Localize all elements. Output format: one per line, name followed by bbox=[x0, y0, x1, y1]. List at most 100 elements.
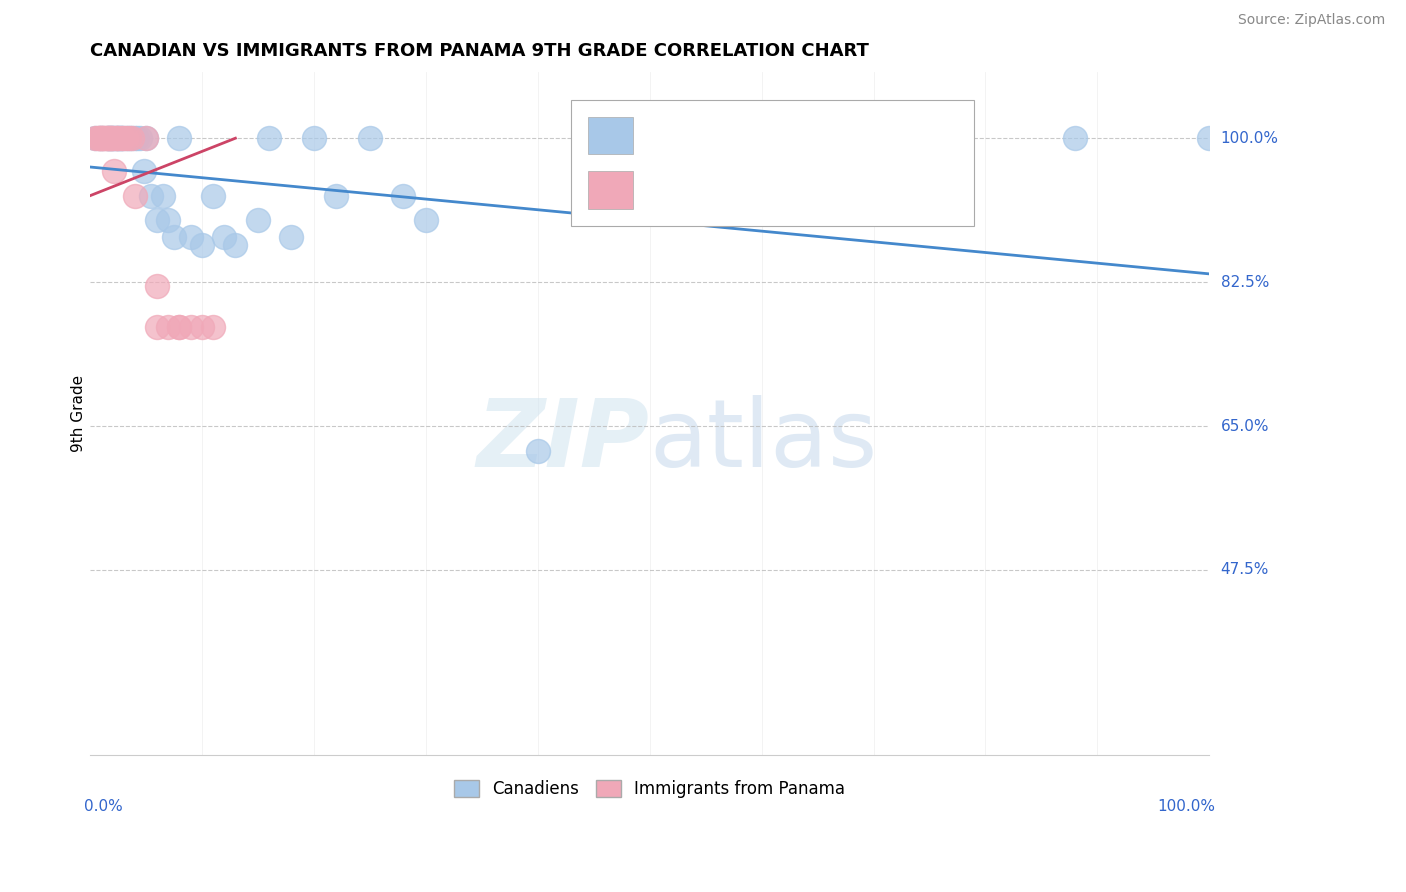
Point bbox=[415, 213, 437, 227]
Point bbox=[191, 320, 214, 334]
Point bbox=[98, 131, 121, 145]
Point bbox=[121, 131, 143, 145]
Text: atlas: atlas bbox=[650, 395, 877, 487]
Point bbox=[96, 131, 118, 145]
Point bbox=[191, 238, 214, 252]
Point bbox=[114, 131, 136, 145]
Point bbox=[246, 213, 269, 227]
Point bbox=[114, 131, 136, 145]
Text: R = -0.162   N = 51: R = -0.162 N = 51 bbox=[644, 120, 807, 138]
Point bbox=[104, 131, 127, 145]
Point bbox=[112, 131, 135, 145]
Point bbox=[100, 131, 122, 145]
Point bbox=[104, 131, 127, 145]
Point bbox=[97, 131, 120, 145]
Point bbox=[125, 131, 148, 145]
Point bbox=[90, 131, 112, 145]
Point bbox=[84, 131, 107, 145]
Point bbox=[1064, 131, 1087, 145]
Point bbox=[101, 131, 124, 145]
Point bbox=[84, 131, 107, 145]
Point bbox=[124, 131, 146, 145]
Point bbox=[87, 131, 110, 145]
Point bbox=[224, 238, 246, 252]
Point bbox=[152, 188, 174, 202]
Text: 0.0%: 0.0% bbox=[84, 799, 122, 814]
Y-axis label: 9th Grade: 9th Grade bbox=[72, 376, 86, 452]
Point bbox=[117, 131, 139, 145]
Point bbox=[118, 131, 141, 145]
Point bbox=[97, 131, 120, 145]
Point bbox=[146, 213, 169, 227]
Point bbox=[103, 131, 125, 145]
Point bbox=[108, 131, 131, 145]
Point bbox=[135, 131, 157, 145]
Point bbox=[132, 164, 155, 178]
Point bbox=[359, 131, 381, 145]
Point bbox=[91, 131, 114, 145]
Point bbox=[201, 320, 224, 334]
Point bbox=[302, 131, 325, 145]
Point bbox=[257, 131, 280, 145]
Point bbox=[87, 131, 110, 145]
Point bbox=[90, 131, 112, 145]
Point bbox=[169, 320, 191, 334]
Point bbox=[163, 230, 186, 244]
Point bbox=[392, 188, 415, 202]
Point bbox=[94, 131, 117, 145]
Point bbox=[107, 131, 129, 145]
Point bbox=[157, 213, 180, 227]
Point bbox=[96, 131, 118, 145]
Text: 65.0%: 65.0% bbox=[1220, 418, 1270, 434]
Point bbox=[121, 131, 143, 145]
FancyBboxPatch shape bbox=[588, 171, 633, 209]
Point bbox=[120, 131, 142, 145]
Point bbox=[110, 131, 132, 145]
Point bbox=[91, 131, 114, 145]
Point bbox=[97, 131, 120, 145]
Point bbox=[325, 188, 347, 202]
Point bbox=[124, 188, 146, 202]
Legend: Canadiens, Immigrants from Panama: Canadiens, Immigrants from Panama bbox=[447, 773, 852, 805]
Point bbox=[146, 279, 169, 293]
Point bbox=[111, 131, 134, 145]
Text: CANADIAN VS IMMIGRANTS FROM PANAMA 9TH GRADE CORRELATION CHART: CANADIAN VS IMMIGRANTS FROM PANAMA 9TH G… bbox=[90, 42, 869, 60]
Point bbox=[212, 230, 235, 244]
Point bbox=[180, 320, 202, 334]
Point bbox=[146, 320, 169, 334]
Point bbox=[108, 131, 131, 145]
Point bbox=[91, 131, 114, 145]
Point bbox=[89, 131, 111, 145]
Text: 100.0%: 100.0% bbox=[1220, 131, 1278, 145]
Point bbox=[103, 131, 125, 145]
Point bbox=[1198, 131, 1220, 145]
Text: ZIP: ZIP bbox=[477, 395, 650, 487]
Point bbox=[98, 131, 121, 145]
Text: 100.0%: 100.0% bbox=[1157, 799, 1215, 814]
Text: Source: ZipAtlas.com: Source: ZipAtlas.com bbox=[1237, 13, 1385, 28]
Point bbox=[141, 188, 163, 202]
Text: 47.5%: 47.5% bbox=[1220, 562, 1268, 577]
Point bbox=[112, 131, 135, 145]
Point bbox=[135, 131, 157, 145]
Text: 82.5%: 82.5% bbox=[1220, 275, 1268, 290]
Point bbox=[93, 131, 115, 145]
FancyBboxPatch shape bbox=[588, 117, 633, 154]
Point bbox=[107, 131, 129, 145]
Point bbox=[105, 131, 128, 145]
Point bbox=[157, 320, 180, 334]
Text: R =  0.431   N = 35: R = 0.431 N = 35 bbox=[644, 178, 807, 195]
Point bbox=[105, 131, 128, 145]
Point bbox=[101, 131, 124, 145]
Point bbox=[110, 131, 132, 145]
Point bbox=[86, 131, 108, 145]
FancyBboxPatch shape bbox=[571, 100, 974, 226]
Point bbox=[103, 131, 125, 145]
Point bbox=[103, 164, 125, 178]
Point bbox=[169, 320, 191, 334]
Point bbox=[97, 131, 120, 145]
Point bbox=[180, 230, 202, 244]
Point bbox=[169, 131, 191, 145]
Point bbox=[201, 188, 224, 202]
Point bbox=[280, 230, 302, 244]
